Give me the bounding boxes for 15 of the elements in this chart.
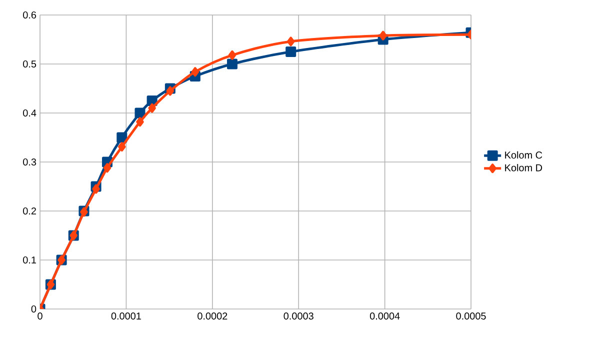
legend-label: Kolom C xyxy=(505,151,542,159)
x-tick-label: 0 xyxy=(38,312,42,320)
x-tick-label: 0.0004 xyxy=(370,312,400,320)
y-tick-label: 0.3 xyxy=(23,158,36,166)
y-tick-label: 0.2 xyxy=(23,207,36,215)
y-tick-label: 0.1 xyxy=(23,256,36,264)
y-tick-label: 0 xyxy=(31,305,36,313)
y-tick-label: 0.5 xyxy=(23,60,36,68)
legend-label: Kolom D xyxy=(505,164,542,172)
x-tick-label: 0.0003 xyxy=(284,312,314,320)
y-tick-label: 0.4 xyxy=(23,109,36,117)
x-tick-label: 0.0001 xyxy=(111,312,141,320)
y-tick-label: 0.6 xyxy=(23,11,36,19)
x-tick-label: 0.0002 xyxy=(198,312,228,320)
x-tick-label: 0.0005 xyxy=(456,312,486,320)
